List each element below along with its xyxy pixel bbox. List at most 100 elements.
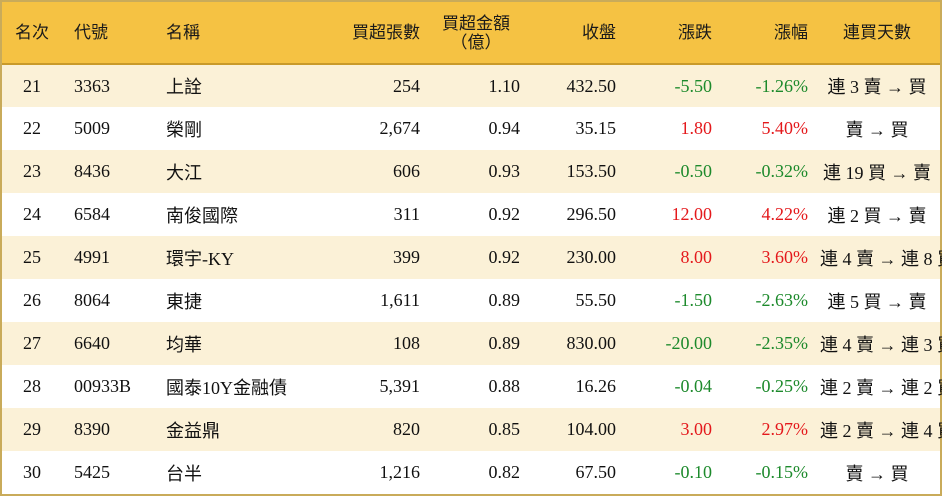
cell-code[interactable]: 6640 xyxy=(74,333,110,353)
cell-change: -1.50 xyxy=(674,290,713,310)
cell-net-buy-lots: 108 xyxy=(393,333,420,353)
table-row[interactable]: 30 5425 台半 1,216 0.82 67.50 -0.10 -0.15% 賣 → 買 xyxy=(2,451,940,494)
cell-close: 230.00 xyxy=(566,247,617,267)
col-header-streak: 連買天數 xyxy=(843,23,911,42)
table-row[interactable]: 21 3363 上詮 254 1.10 432.50 -5.50 -1.26% 連 3 賣 → … xyxy=(2,64,940,107)
cell-net-buy-amount: 0.92 xyxy=(488,247,521,267)
cell-code[interactable]: 8064 xyxy=(74,290,110,310)
cell-streak: 賣 → 買 xyxy=(845,463,909,484)
cell-code[interactable]: 8436 xyxy=(74,161,110,181)
cell-net-buy-lots: 399 xyxy=(393,247,420,267)
cell-name[interactable]: 金益鼎 xyxy=(166,420,220,441)
cell-rank: 26 xyxy=(23,290,41,310)
cell-code[interactable]: 3363 xyxy=(74,75,110,96)
col-header-name: 名稱 xyxy=(166,23,200,42)
cell-rank: 30 xyxy=(23,462,41,482)
cell-net-buy-amount: 0.89 xyxy=(488,333,521,353)
cell-rank: 27 xyxy=(23,333,41,353)
cell-name[interactable]: 國泰10Y金融債 xyxy=(166,377,287,398)
cell-name[interactable]: 榮剛 xyxy=(166,119,202,140)
cell-change: -0.50 xyxy=(674,161,713,181)
cell-name[interactable]: 環宇-KY xyxy=(166,248,234,269)
col-header-change: 漲跌 xyxy=(678,23,712,42)
cell-net-buy-amount: 0.93 xyxy=(488,161,521,181)
cell-rank: 29 xyxy=(23,419,41,439)
cell-code[interactable]: 00933B xyxy=(74,376,132,396)
cell-change-pct: 3.60% xyxy=(761,247,809,267)
cell-change-pct: -1.26% xyxy=(755,75,809,96)
table-row[interactable]: 25 4991 環宇-KY 399 0.92 230.00 8.00 3.60% 連 4 賣 →… xyxy=(2,236,942,279)
cell-code[interactable]: 8390 xyxy=(74,419,110,439)
cell-close: 153.50 xyxy=(566,161,617,181)
cell-code[interactable]: 6584 xyxy=(74,204,110,224)
cell-change: 8.00 xyxy=(680,247,713,267)
cell-net-buy-amount: 0.89 xyxy=(488,290,521,310)
cell-net-buy-lots: 1,611 xyxy=(380,290,420,310)
cell-rank: 25 xyxy=(23,247,41,267)
cell-change: -0.10 xyxy=(674,462,713,482)
col-header-code: 代號 xyxy=(74,23,108,42)
cell-close: 35.15 xyxy=(575,118,617,138)
cell-change-pct: -2.63% xyxy=(755,290,809,310)
cell-streak: 連 4 賣 → 連 8 買 xyxy=(820,248,942,269)
cell-change: 12.00 xyxy=(671,204,713,224)
cell-name[interactable]: 南俊國際 xyxy=(166,205,238,226)
table-row[interactable]: 23 8436 大江 606 0.93 153.50 -0.50 -0.32% 連 19 買 →… xyxy=(2,150,940,193)
cell-net-buy-amount: 0.85 xyxy=(488,419,521,439)
cell-streak: 連 2 賣 → 連 4 買 xyxy=(820,420,942,441)
cell-close: 830.00 xyxy=(566,333,617,353)
cell-streak: 連 4 賣 → 連 3 買 xyxy=(820,334,942,355)
col-header-change-pct: 漲幅 xyxy=(774,23,808,42)
cell-net-buy-lots: 311 xyxy=(393,204,420,224)
cell-change-pct: 2.97% xyxy=(761,419,809,439)
cell-close: 104.00 xyxy=(566,419,617,439)
cell-net-buy-lots: 5,391 xyxy=(379,376,421,396)
cell-code[interactable]: 5425 xyxy=(74,462,110,482)
cell-code[interactable]: 4991 xyxy=(74,247,110,267)
cell-close: 16.26 xyxy=(575,376,617,396)
cell-net-buy-lots: 820 xyxy=(393,419,420,439)
cell-change: -5.50 xyxy=(674,75,713,96)
cell-streak: 賣 → 買 xyxy=(845,119,909,140)
cell-net-buy-amount: 1.10 xyxy=(488,75,521,96)
cell-name[interactable]: 大江 xyxy=(166,162,202,183)
cell-change-pct: 5.40% xyxy=(761,118,809,138)
table-row[interactable]: 28 00933B 國泰10Y金融債 5,391 0.88 16.26 -0.04 -0.25… xyxy=(2,365,942,408)
cell-change-pct: -2.35% xyxy=(755,333,809,353)
cell-name[interactable]: 台半 xyxy=(166,463,202,484)
col-header-net-buy-amount-unit: （億） xyxy=(450,32,502,52)
cell-change: 3.00 xyxy=(680,419,713,439)
cell-code[interactable]: 5009 xyxy=(74,118,110,138)
cell-net-buy-amount: 0.94 xyxy=(488,118,521,138)
cell-streak: 連 2 賣 → 連 2 買 xyxy=(820,377,942,398)
col-header-net-buy-lots: 買超張數 xyxy=(352,23,420,42)
table-row[interactable]: 26 8064 東捷 1,611 0.89 55.50 -1.50 -2.63% 連 5 買 →… xyxy=(2,279,940,322)
cell-name[interactable]: 上詮 xyxy=(166,77,202,97)
cell-change: -0.04 xyxy=(674,376,713,396)
cell-name[interactable]: 均華 xyxy=(166,334,202,355)
cell-streak: 連 3 賣 → 買 xyxy=(827,77,927,97)
table-row[interactable]: 24 6584 南俊國際 311 0.92 296.50 12.00 4.22% 連 2 買 →… xyxy=(2,193,940,236)
cell-net-buy-lots: 2,674 xyxy=(379,118,421,138)
cell-rank: 24 xyxy=(23,204,41,224)
table-row[interactable]: 22 5009 榮剛 2,674 0.94 35.15 1.80 5.40% 賣 → 買 xyxy=(2,107,940,150)
cell-rank: 23 xyxy=(23,161,41,181)
cell-name[interactable]: 東捷 xyxy=(166,291,202,312)
cell-rank: 28 xyxy=(23,376,41,396)
cell-change: 1.80 xyxy=(680,118,713,138)
cell-net-buy-lots: 1,216 xyxy=(379,462,421,482)
cell-rank: 22 xyxy=(23,118,41,138)
cell-change: -20.00 xyxy=(665,333,713,353)
cell-net-buy-amount: 0.92 xyxy=(488,204,521,224)
table-row[interactable]: 27 6640 均華 108 0.89 830.00 -20.00 -2.35% 連 4 賣 →… xyxy=(2,322,942,365)
col-header-close: 收盤 xyxy=(582,23,616,42)
table-header-row: 名次 代號 名稱 買超張數 買超金額 （億） 收盤 漲跌 漲幅 連買天數 xyxy=(2,2,940,64)
cell-rank: 21 xyxy=(23,75,41,96)
table-row[interactable]: 29 8390 金益鼎 820 0.85 104.00 3.00 2.97% 連 2 賣 → 連… xyxy=(2,408,942,451)
cell-net-buy-amount: 0.88 xyxy=(488,376,521,396)
cell-net-buy-lots: 606 xyxy=(393,161,420,181)
col-header-net-buy-amount: 買超金額 （億） xyxy=(426,2,526,64)
cell-change-pct: -0.25% xyxy=(755,376,809,396)
